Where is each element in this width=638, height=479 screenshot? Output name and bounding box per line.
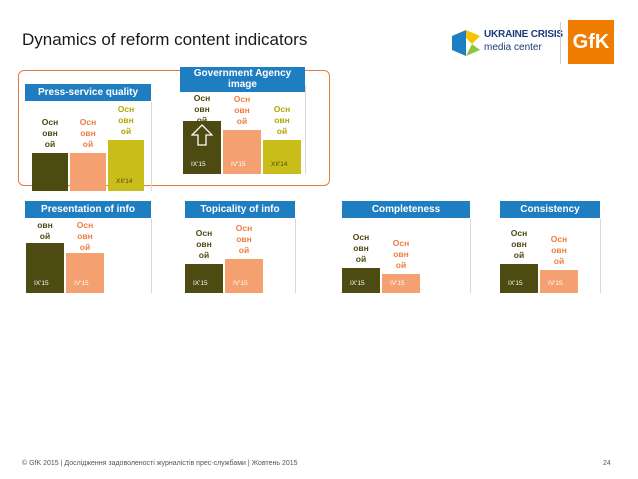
chart-bar <box>32 153 68 191</box>
chart-axis-line <box>151 102 152 191</box>
page-title: Dynamics of reform content indicators <box>22 30 308 49</box>
chart-bar <box>70 153 106 191</box>
chart-category-label: IV'15 <box>390 280 405 287</box>
chart-title: Completeness <box>342 201 470 218</box>
chart-category-label: IV'15 <box>548 280 563 287</box>
chart-bar <box>223 130 261 174</box>
chart-axis-line <box>151 219 152 293</box>
chart-bar <box>382 274 420 293</box>
chart-value-label: Осн овн ой <box>117 104 135 136</box>
chart-category-label: XII'14 <box>116 178 133 185</box>
chart-value-label: Осн овн ой <box>233 94 251 126</box>
chart-category-label: IV'15 <box>231 161 246 168</box>
chart-bar <box>263 140 301 174</box>
chart-title: Press-service quality <box>25 84 151 101</box>
top-charts-highlight-frame <box>18 70 330 186</box>
chart-axis-line <box>295 219 296 293</box>
chart-category-label: IX'15 <box>508 280 523 287</box>
ukraine-crisis-media-center-logo: UKRAINE CRISIS media center <box>452 26 563 62</box>
chart-bar <box>342 268 380 293</box>
chart-category-label: IV'15 <box>233 280 248 287</box>
chart-title: Topicality of info <box>185 201 295 218</box>
chart-bar <box>540 270 578 293</box>
chart-axis-line <box>305 85 306 174</box>
chart-title: Government Agency image <box>180 67 305 92</box>
chart-bar <box>108 140 144 191</box>
chart-value-label: Осн овн ой <box>510 228 528 260</box>
logo-divider <box>560 22 561 64</box>
chart-category-label: XII'14 <box>271 161 288 168</box>
chart-category-label: IX'15 <box>193 280 208 287</box>
ucmc-emblem-icon <box>452 30 480 56</box>
chart-title: Consistency <box>500 201 600 218</box>
chart-category-label: IX'15 <box>34 280 49 287</box>
chart-bar <box>185 264 223 293</box>
ucmc-name: UKRAINE CRISIS <box>484 29 563 40</box>
chart-value-label: овн ой <box>37 220 53 241</box>
chart-bar <box>183 121 221 174</box>
chart-axis-line <box>470 219 471 293</box>
chart-value-label: Осн овн ой <box>273 104 291 136</box>
chart-value-label: Осн овн ой <box>79 117 97 149</box>
chart-axis-line <box>600 219 601 293</box>
footer-text: © GfK 2015 | Дослідження задоволеності ж… <box>22 460 298 467</box>
chart-value-label: Осн овн ой <box>392 238 410 270</box>
chart-value-label: Осн овн ой <box>193 93 211 125</box>
chart-bar <box>26 243 64 293</box>
chart-bar <box>225 259 263 293</box>
page-number: 24 <box>603 460 611 467</box>
ucmc-subtitle: media center <box>484 42 542 53</box>
chart-value-label: Осн овн ой <box>195 228 213 260</box>
chart-value-label: Осн овн ой <box>41 117 59 149</box>
chart-category-label: IV'15 <box>74 280 89 287</box>
gfk-logo: GfK <box>568 20 614 64</box>
chart-category-label: IX'15 <box>350 280 365 287</box>
chart-title: Presentation of info <box>25 201 151 218</box>
chart-category-label: IX'15 <box>191 161 206 168</box>
up-arrow-icon <box>191 124 213 146</box>
chart-value-label: Осн овн ой <box>235 223 253 255</box>
chart-value-label: Осн овн ой <box>352 232 370 264</box>
chart-value-label: Осн овн ой <box>550 234 568 266</box>
chart-bar <box>66 253 104 293</box>
chart-bar <box>500 264 538 293</box>
chart-value-label: Осн овн ой <box>76 220 94 252</box>
